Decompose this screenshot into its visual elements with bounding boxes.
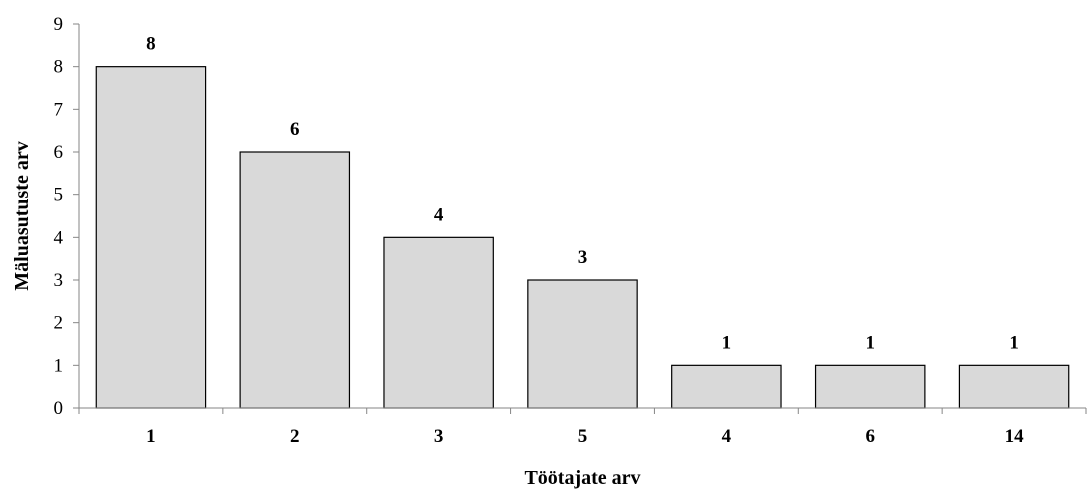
bar [95,66,207,409]
y-tick-label: 6 [54,142,64,163]
bar [671,364,782,409]
bar [383,236,494,409]
y-tick-label: 5 [54,185,64,206]
x-tick-label: 14 [1005,426,1025,447]
x-tick-label: 5 [578,426,588,447]
x-axis-title: Töötajate arv [524,467,640,489]
y-tick-label: 2 [54,313,64,334]
bar [527,279,638,409]
x-tick-label: 1 [146,426,156,447]
data-label: 1 [722,332,732,353]
y-axis-title: Mäluasutuste arv [11,141,33,290]
y-tick-label: 1 [54,355,64,376]
bar [239,151,351,409]
data-label: 3 [578,247,588,268]
data-labels: 8 6 4 3 1 1 1 [146,34,1019,354]
x-tick-label: 2 [290,426,300,447]
y-tick-label: 8 [54,57,64,78]
x-tick-label: 6 [865,426,875,447]
y-tick-label: 4 [54,227,64,248]
bars [95,66,1070,409]
data-label: 1 [865,332,875,353]
y-tick-label: 7 [54,99,64,120]
bar [814,364,926,409]
data-label: 1 [1009,332,1019,353]
bar [958,364,1070,409]
y-tick-label: 9 [54,14,64,35]
data-label: 4 [434,204,444,225]
y-axis-ticks: 0 1 2 3 4 5 6 7 8 9 [54,14,79,419]
y-tick-label: 3 [54,270,64,291]
x-axis-ticks: 1 2 3 5 4 6 14 [78,408,1087,447]
x-tick-label: 4 [722,426,732,447]
data-label: 8 [146,34,156,55]
x-tick-label: 3 [434,426,444,447]
y-tick-label: 0 [54,398,64,419]
data-label: 6 [290,119,300,140]
